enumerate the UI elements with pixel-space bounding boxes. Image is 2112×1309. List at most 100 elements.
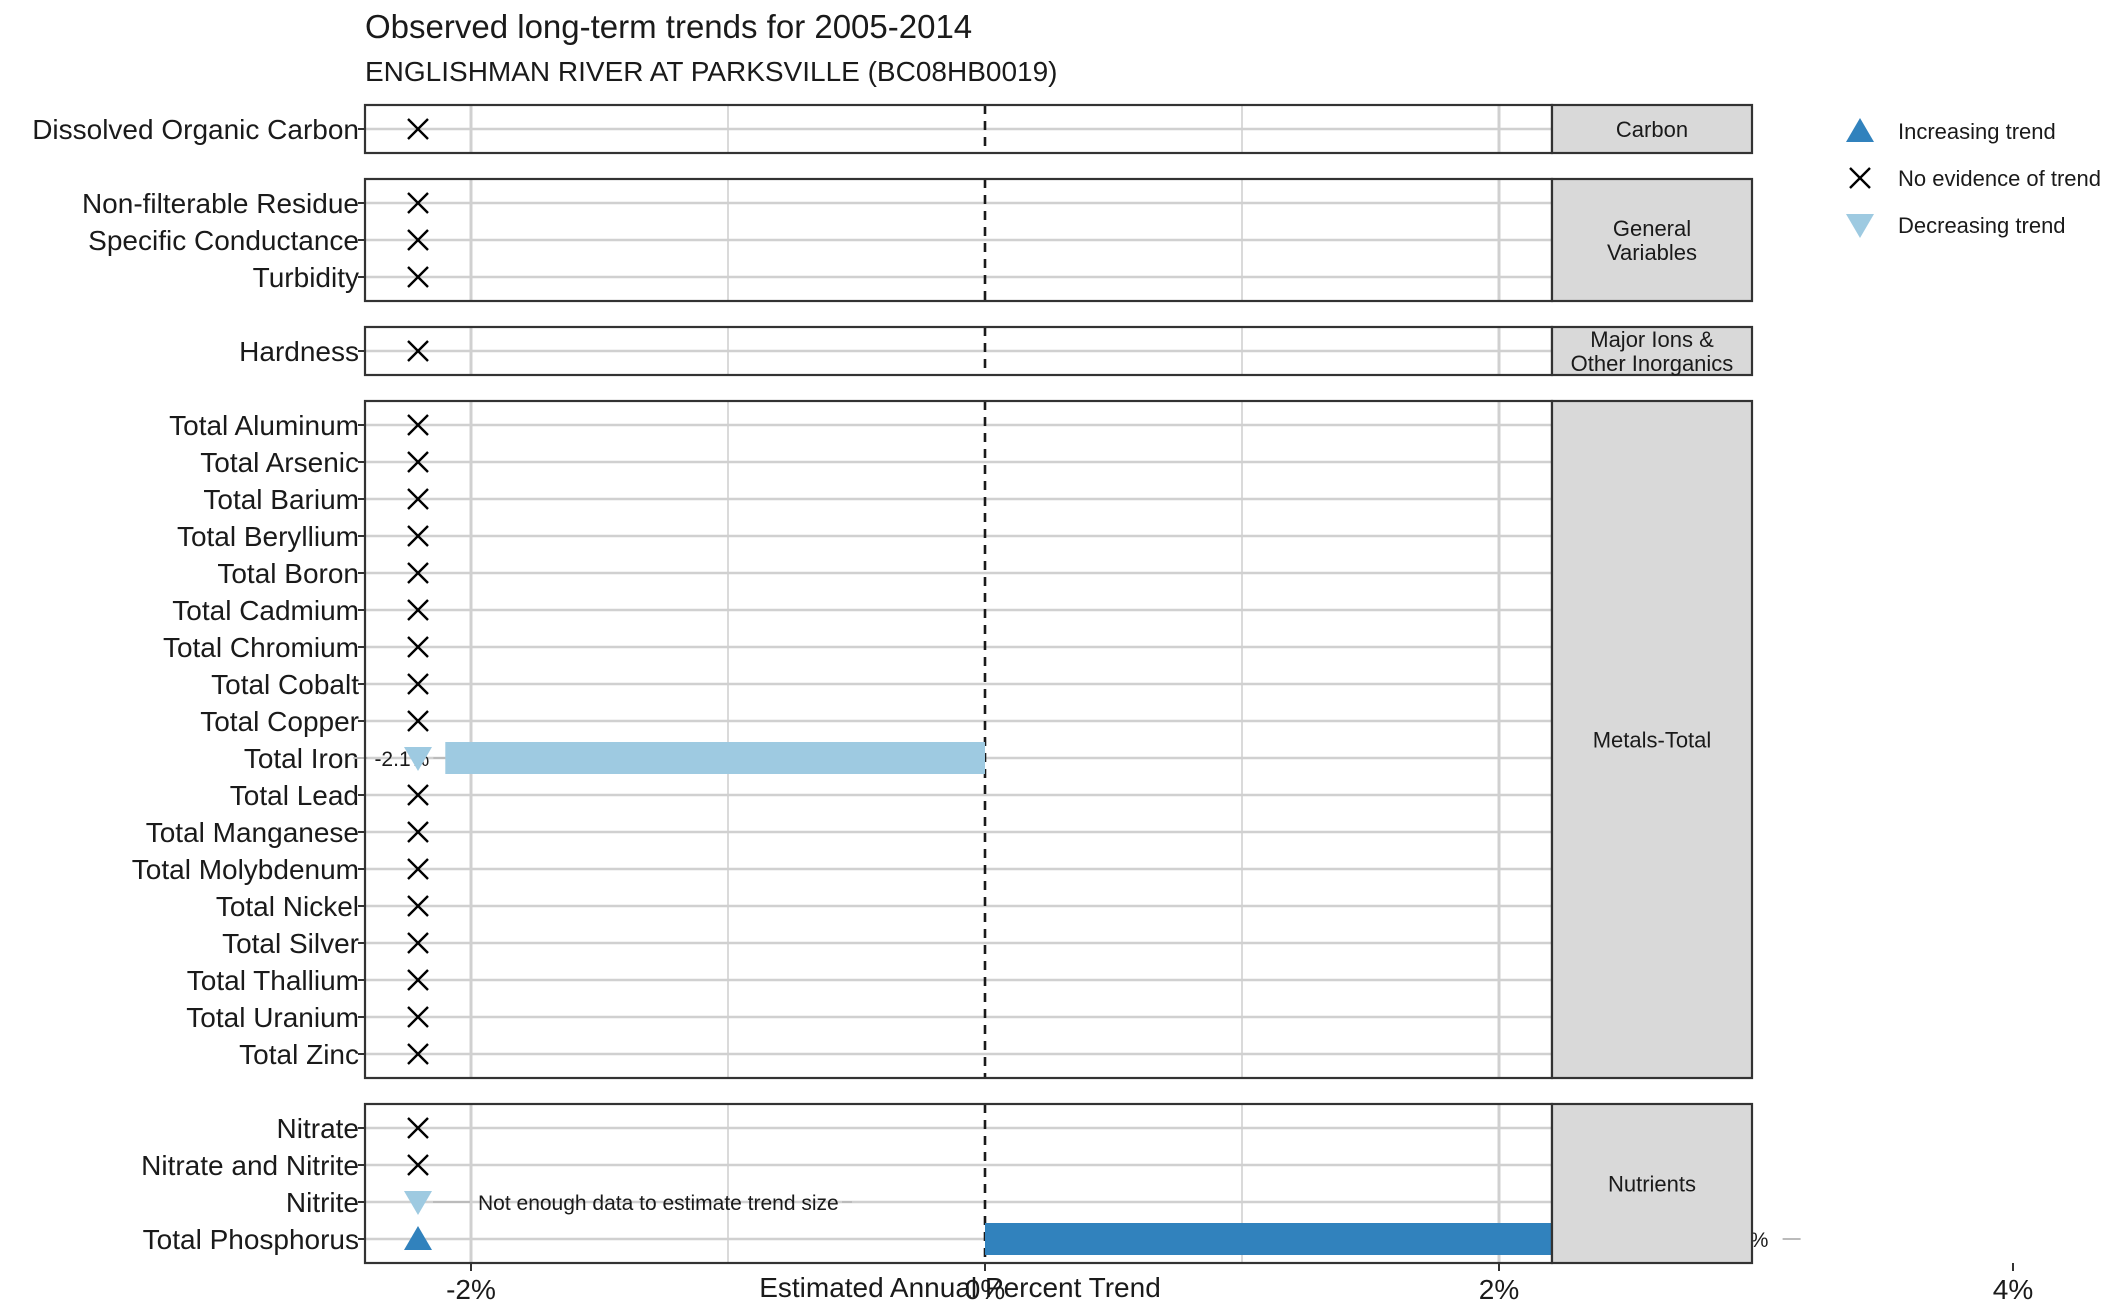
y-label-specific-conductance: Specific Conductance <box>88 225 359 256</box>
cross-stroke <box>407 821 429 843</box>
strip-label: Major Ions & <box>1590 327 1714 352</box>
x-tick-label: 2% <box>1479 1274 1519 1305</box>
cross-stroke <box>407 451 429 473</box>
marker-no-trend-total-barium <box>407 488 429 510</box>
marker-no-trend-specific-conductance <box>407 229 429 251</box>
y-label-total-phosphorus: Total Phosphorus <box>143 1224 359 1255</box>
marker-no-trend-total-uranium <box>407 1006 429 1028</box>
marker-no-trend-total-cobalt <box>407 673 429 695</box>
cross-stroke <box>1849 167 1871 189</box>
y-label-total-molybdenum: Total Molybdenum <box>132 854 359 885</box>
cross-stroke <box>407 895 429 917</box>
legend-decreasing-icon <box>1846 214 1874 238</box>
cross-stroke <box>407 784 429 806</box>
panels-layer: Dissolved Organic Carbon Carbon Non-filter… <box>32 103 1801 1265</box>
y-label-total-copper: Total Copper <box>200 706 359 737</box>
panel-strip <box>1550 177 1754 303</box>
y-label-total-thallium: Total Thallium <box>187 965 359 996</box>
panel-major-ions-other-inorganics: Hardness Major Ions &Other Inorganics <box>239 325 1754 377</box>
y-label-total-lead: Total Lead <box>230 780 359 811</box>
panel-strip <box>1550 399 1754 1080</box>
marker-no-trend-total-thallium <box>407 969 429 991</box>
cross-stroke <box>407 192 429 214</box>
y-label-total-cobalt: Total Cobalt <box>211 669 359 700</box>
cross-stroke <box>407 1154 429 1176</box>
marker-no-trend-total-arsenic <box>407 451 429 473</box>
y-label-turbidity: Turbidity <box>253 262 359 293</box>
strip-label: Nutrients <box>1608 1172 1696 1197</box>
cross-stroke <box>407 858 429 880</box>
chart-title: Observed long-term trends for 2005-2014 <box>365 8 973 45</box>
cross-stroke <box>407 969 429 991</box>
y-label-total-silver: Total Silver <box>222 928 359 959</box>
marker-no-trend-total-copper <box>407 710 429 732</box>
strip-label: Metals-Total <box>1593 728 1712 753</box>
cross-stroke <box>407 118 429 140</box>
marker-no-trend-total-silver <box>407 932 429 954</box>
panel-general-variables: Non-filterable Residue Specific Conductan… <box>82 177 1754 303</box>
x-tick-label: -2% <box>446 1274 496 1305</box>
marker-no-trend-total-chromium <box>407 636 429 658</box>
cross-stroke <box>407 1043 429 1065</box>
chart-subtitle: ENGLISHMAN RIVER AT PARKSVILLE (BC08HB00… <box>365 56 1058 87</box>
cross-stroke <box>407 710 429 732</box>
panel-nutrients: Nitrate Nitrate and Nitrite Nitrite Not eno… <box>141 1102 1801 1265</box>
cross-stroke <box>407 266 429 288</box>
legend: Increasing trend No evidence of trend Decr… <box>1846 118 2101 238</box>
cross-stroke <box>407 414 429 436</box>
y-label-total-arsenic: Total Arsenic <box>200 447 359 478</box>
panel-strip <box>1550 1102 1754 1265</box>
y-label-total-barium: Total Barium <box>203 484 359 515</box>
y-label-total-chromium: Total Chromium <box>163 632 359 663</box>
cross-stroke <box>407 229 429 251</box>
y-label-total-zinc: Total Zinc <box>239 1039 359 1070</box>
y-label-total-manganese: Total Manganese <box>146 817 359 848</box>
cross-stroke <box>407 340 429 362</box>
marker-no-trend-total-aluminum <box>407 414 429 436</box>
panel-carbon: Dissolved Organic Carbon Carbon <box>32 103 1754 155</box>
cross-stroke <box>407 636 429 658</box>
strip-label: Variables <box>1607 240 1697 265</box>
legend-label-increasing: Increasing trend <box>1898 119 2056 144</box>
marker-no-trend-total-beryllium <box>407 525 429 547</box>
cross-stroke <box>407 488 429 510</box>
cross-stroke <box>407 525 429 547</box>
marker-no-trend-total-boron <box>407 562 429 584</box>
panel-strip <box>1550 325 1754 377</box>
marker-no-trend-turbidity <box>407 266 429 288</box>
cross-stroke <box>407 562 429 584</box>
marker-no-trend-total-lead <box>407 784 429 806</box>
x-axis-title: Estimated Annual Percent Trend <box>759 1272 1161 1303</box>
strip-label: Carbon <box>1616 117 1688 142</box>
cross-stroke <box>407 932 429 954</box>
marker-decreasing-nitrite <box>404 1191 432 1215</box>
y-label-nitrate-and-nitrite: Nitrate and Nitrite <box>141 1150 359 1181</box>
cross-stroke <box>407 673 429 695</box>
y-label-nitrite: Nitrite <box>286 1187 359 1218</box>
marker-no-trend-hardness <box>407 340 429 362</box>
marker-no-trend-total-cadmium <box>407 599 429 621</box>
legend-no-trend-icon <box>1849 167 1871 189</box>
cross-stroke <box>407 1117 429 1139</box>
y-label-nitrate: Nitrate <box>277 1113 359 1144</box>
legend-increasing-icon <box>1846 118 1874 142</box>
marker-increasing-total-phosphorus <box>404 1226 432 1250</box>
bar-total-iron <box>445 742 985 774</box>
panel-strip <box>1550 103 1754 155</box>
panel-metals-total: Total Aluminum Total Arsenic Total Barium T… <box>132 399 1754 1080</box>
strip-label: Other Inorganics <box>1571 351 1734 376</box>
x-axis: -4%-2%0%2%4% <box>446 1263 2033 1305</box>
y-label-total-aluminum: Total Aluminum <box>169 410 359 441</box>
marker-no-trend-total-molybdenum <box>407 858 429 880</box>
panel-background <box>365 401 1552 1078</box>
cross-stroke <box>407 1006 429 1028</box>
marker-no-trend-dissolved-organic-carbon <box>407 118 429 140</box>
marker-no-trend-total-nickel <box>407 895 429 917</box>
y-label-hardness: Hardness <box>239 336 359 367</box>
marker-no-trend-total-zinc <box>407 1043 429 1065</box>
strip-label: General <box>1613 216 1691 241</box>
y-label-total-nickel: Total Nickel <box>216 891 359 922</box>
y-label-total-iron: Total Iron <box>244 743 359 774</box>
y-label-dissolved-organic-carbon: Dissolved Organic Carbon <box>32 114 359 145</box>
